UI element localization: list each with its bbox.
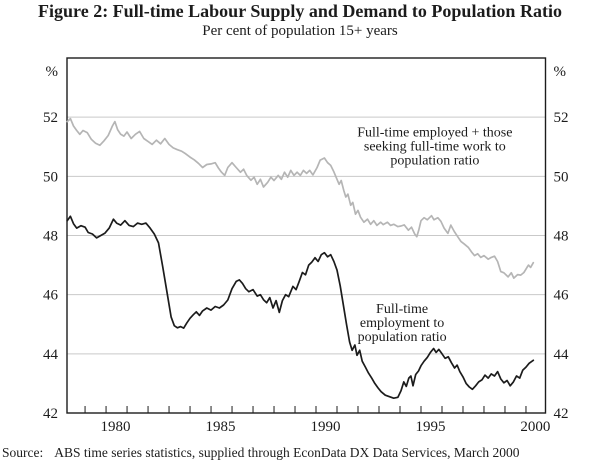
x-axis-year-label: 1980 [101, 419, 131, 435]
series-annotation-employment: Full-time employment to population ratio [358, 302, 447, 345]
source-label: Source: [2, 445, 44, 460]
figure-subtitle: Per cent of population 15+ years [202, 23, 398, 39]
y-tick-label-left: 44 [43, 347, 59, 363]
annotation-line: population ratio [390, 153, 479, 168]
y-tick-label-left: 42 [43, 406, 58, 422]
y-tick-label-left: 48 [43, 229, 58, 245]
annotation-line: seeking full-time work to [364, 139, 506, 154]
x-axis-year-label: 1985 [205, 419, 235, 435]
y-tick-label-right: 46 [554, 288, 570, 304]
source-note: Source: ABS time series statistics, suppl… [2, 445, 598, 461]
series-line-employment [66, 215, 535, 400]
y-tick-label-right: 50 [554, 169, 569, 185]
x-axis-year-label: 1995 [415, 419, 445, 435]
y-tick-label-right: 52 [554, 110, 569, 126]
annotation-line: Full-time [376, 302, 428, 317]
annotation-line: Full-time employed + those [357, 125, 512, 140]
plot-border [66, 57, 547, 414]
y-axis-unit-left: % [46, 64, 59, 80]
annotation-line: population ratio [358, 330, 447, 345]
y-tick-label-right: 48 [554, 229, 569, 245]
y-tick-label-right: 44 [554, 347, 570, 363]
source-text: ABS time series statistics, supplied thr… [54, 445, 520, 460]
y-tick-label-left: 50 [43, 169, 58, 185]
series-annotation-labour-supply: Full-time employed + those seeking full-t… [357, 125, 512, 168]
y-tick-label-left: 46 [43, 288, 59, 304]
y-tick-label-left: 52 [43, 110, 58, 126]
annotation-line: employment to [360, 316, 444, 331]
y-axis-unit-right: % [554, 64, 567, 80]
figure-title: Figure 2: Full-time Labour Supply and De… [38, 1, 562, 21]
series-line-labour-supply [66, 117, 535, 279]
x-axis-year-label: 2000 [520, 419, 550, 435]
x-axis-year-label: 1990 [310, 419, 340, 435]
y-tick-label-right: 42 [554, 406, 569, 422]
